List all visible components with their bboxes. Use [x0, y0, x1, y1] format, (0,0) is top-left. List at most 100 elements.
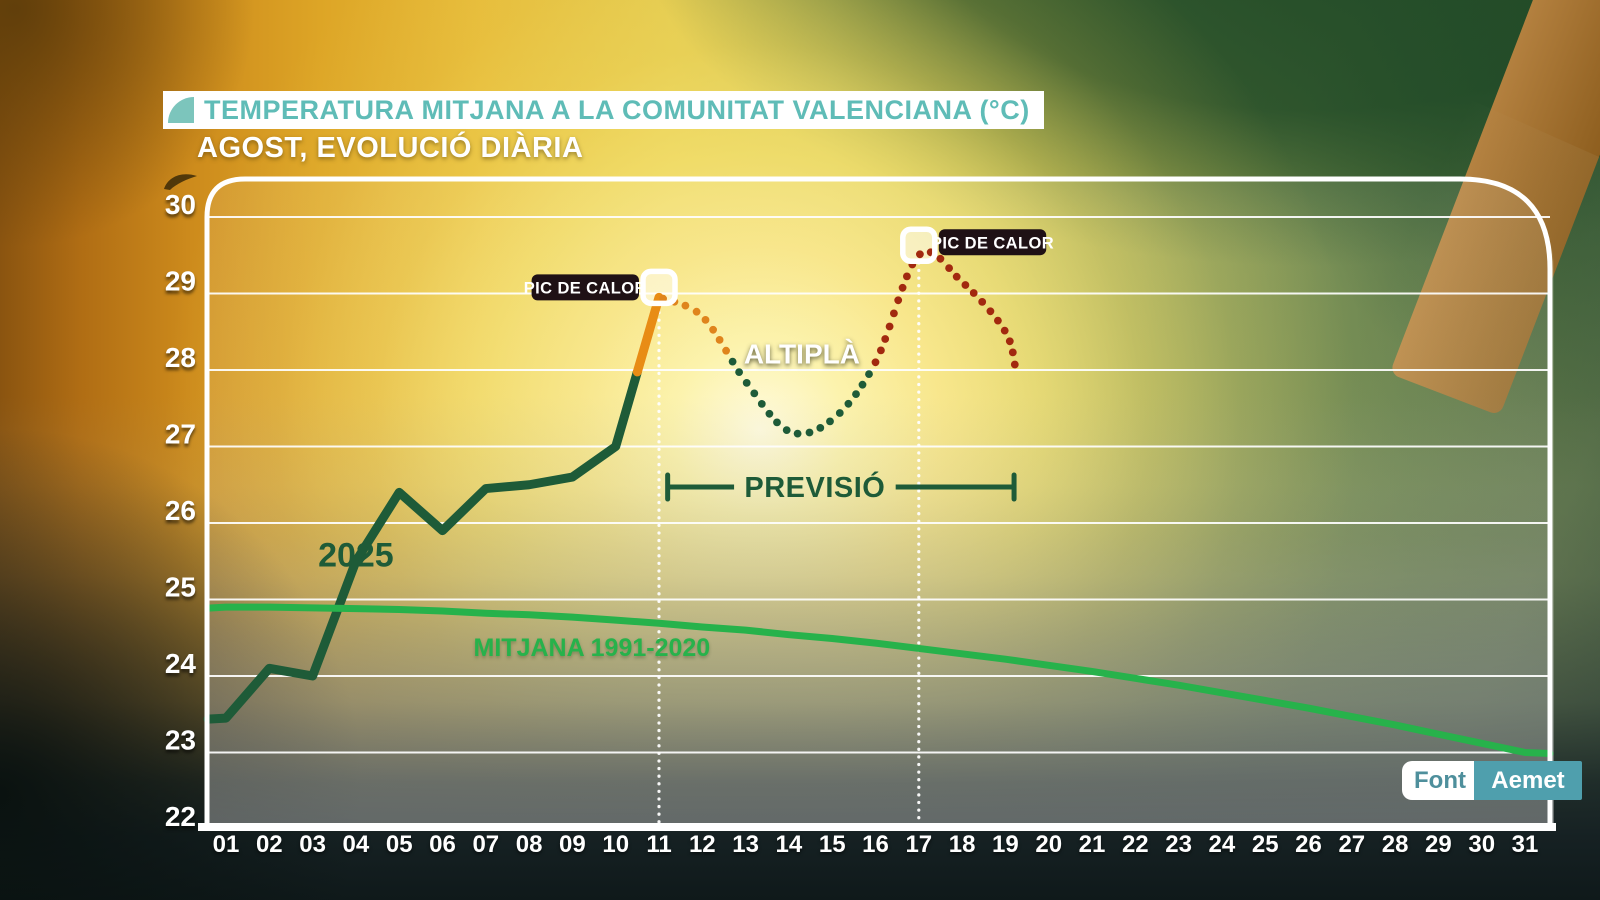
- x-axis-label: 09: [559, 831, 586, 858]
- x-axis-label: 21: [1079, 831, 1106, 858]
- forecast-dot: [881, 335, 890, 343]
- peak-marker: [900, 226, 938, 264]
- swoosh-decoration: [164, 174, 197, 190]
- forecast-dot: [890, 309, 898, 318]
- forecast-dot: [986, 307, 995, 316]
- x-axis-label: 18: [949, 831, 976, 858]
- x-axis-label: 10: [602, 831, 629, 858]
- pic-de-calor-badge: [938, 229, 1047, 256]
- forecast-dot: [692, 307, 701, 316]
- plot-border: [204, 176, 1553, 826]
- forecast-dot: [742, 379, 751, 387]
- forecast-dot: [709, 325, 717, 334]
- forecast-dot: [871, 358, 880, 367]
- y-axis-label: 26: [165, 495, 196, 526]
- forecast-dot: [715, 336, 724, 344]
- x-axis-label: 02: [256, 831, 283, 858]
- forecast-dot: [701, 316, 710, 324]
- forecast-dot: [835, 409, 844, 417]
- x-axis-label: 14: [776, 831, 803, 858]
- forecast-dot: [816, 424, 825, 432]
- x-axis-label: 16: [862, 831, 889, 858]
- forecast-dot: [936, 254, 945, 263]
- x-axis-label: 22: [1122, 831, 1149, 858]
- channel-fan-icon: [168, 97, 194, 123]
- forecast-dot: [1005, 337, 1014, 346]
- x-axis-label: 15: [819, 831, 846, 858]
- pic-de-calor-label: PIC DE CALOR: [524, 279, 647, 297]
- forecast-dot: [898, 283, 907, 292]
- forecast-dot: [844, 399, 853, 408]
- annotation-altipla: ALTIPLÀ: [744, 339, 860, 370]
- x-axis-label: 17: [905, 831, 932, 858]
- forecast-dot: [978, 298, 987, 306]
- x-axis-label: 19: [992, 831, 1019, 858]
- forecast-dot: [793, 429, 802, 438]
- chart-title: TEMPERATURA MITJANA A LA COMUNITAT VALEN…: [204, 94, 1030, 125]
- x-axis-label: 25: [1252, 831, 1279, 858]
- source-value: Aemet: [1473, 761, 1582, 800]
- series-line-mitjana-1991-2020: [204, 603, 1554, 757]
- chart-subtitle: AGOST, EVOLUCIÓ DIÀRIA: [197, 132, 584, 164]
- forecast-dot: [894, 296, 903, 305]
- x-axis-label: 12: [689, 831, 716, 858]
- x-axis-label: 23: [1165, 831, 1192, 858]
- x-axis-label: 06: [429, 831, 456, 858]
- forecast-dot: [1008, 348, 1017, 357]
- forecast-dot: [961, 281, 970, 289]
- plot-area-veil: [205, 177, 1554, 829]
- forecast-dot: [782, 426, 791, 434]
- series-line-2025: [632, 292, 664, 377]
- y-axis-label: 30: [165, 189, 196, 220]
- title-bar: TEMPERATURA MITJANA A LA COMUNITAT VALEN…: [163, 91, 1044, 129]
- forecast-dot: [681, 301, 690, 310]
- y-axis-label: 29: [165, 266, 196, 297]
- forecast-dot: [852, 390, 860, 398]
- forecast-dot: [969, 289, 978, 297]
- forecast-dot: [916, 250, 924, 259]
- x-axis-label: 03: [299, 831, 326, 858]
- peak-marker-fill: [643, 271, 675, 304]
- x-axis-label: 27: [1338, 831, 1365, 858]
- forecast-dot: [1010, 360, 1019, 369]
- forecast-dot: [903, 272, 911, 281]
- x-axis-label: 30: [1468, 831, 1495, 858]
- series-line-2025: [203, 367, 642, 724]
- forecast-dot: [877, 346, 885, 355]
- forecast-dot: [773, 418, 781, 427]
- annotation-mitjana: MITJANA 1991-2020: [474, 634, 711, 662]
- forecast-dot: [885, 322, 894, 331]
- forecast-dot: [994, 316, 1002, 325]
- x-axis-label: 11: [646, 831, 671, 858]
- forecast-dot: [858, 380, 867, 389]
- peak-marker-fill: [902, 229, 935, 262]
- source-label: Font: [1402, 761, 1474, 800]
- forecast-dot: [945, 264, 953, 272]
- forecast-dot: [722, 346, 730, 355]
- y-axis-label: 23: [165, 725, 196, 756]
- x-axis-label: 26: [1295, 831, 1322, 858]
- forecast-dot: [735, 368, 743, 376]
- x-axis-label: 28: [1382, 831, 1409, 858]
- peak-marker: [640, 268, 678, 307]
- source-badge: Font Aemet: [1402, 761, 1582, 800]
- x-axis-label: 08: [516, 831, 543, 858]
- forecast-dot: [952, 272, 961, 281]
- forecast-dot: [765, 409, 774, 418]
- pic-de-calor-label: PIC DE CALOR: [931, 234, 1054, 252]
- forecast-dot: [728, 357, 737, 366]
- forecast-dot: [805, 428, 814, 437]
- x-axis-label: 13: [732, 831, 759, 858]
- previsio-label: PREVISIÓ: [744, 470, 885, 504]
- annotation-year: 2025: [318, 536, 394, 574]
- x-axis-label: 24: [1209, 831, 1236, 858]
- x-axis-label: 04: [343, 831, 370, 858]
- y-axis-label: 28: [165, 342, 196, 373]
- forecast-dot: [1000, 326, 1009, 335]
- x-axis-label: 31: [1512, 831, 1539, 858]
- x-axis-label: 20: [1035, 831, 1062, 858]
- y-axis-label: 27: [165, 419, 196, 450]
- x-axis-label: 05: [386, 831, 413, 858]
